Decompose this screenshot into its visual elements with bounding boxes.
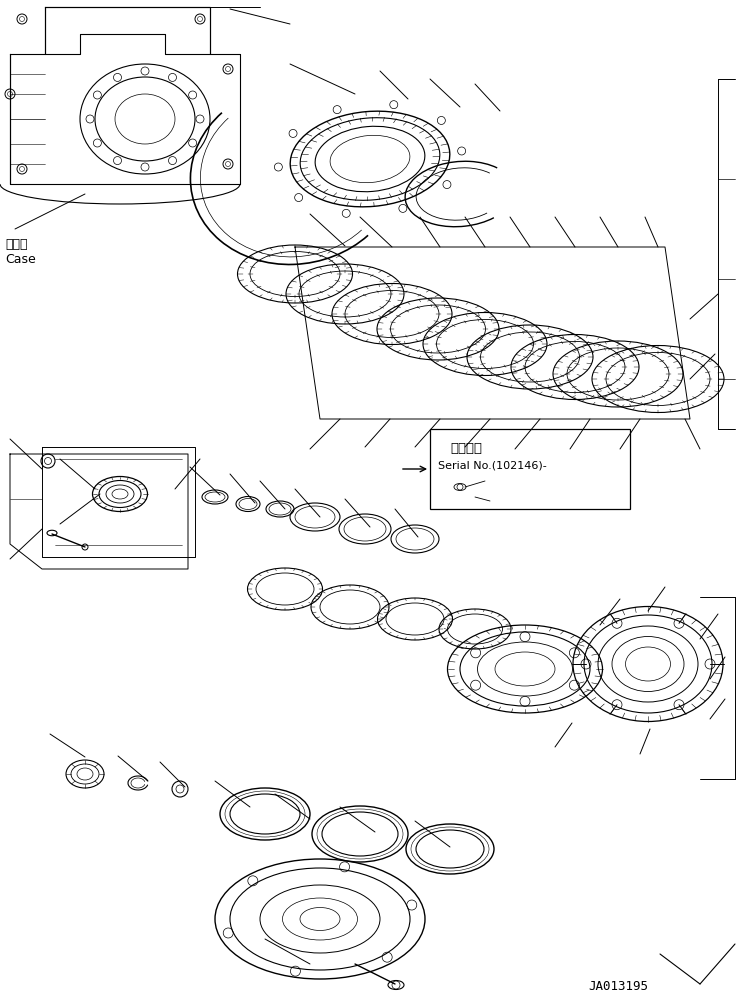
Text: 適用号機: 適用号機	[450, 441, 482, 454]
Bar	[430, 429, 630, 510]
Text: ケース: ケース	[5, 238, 27, 251]
Text: JA013195: JA013195	[588, 979, 648, 992]
Text: Case: Case	[5, 253, 35, 266]
Text: Serial No.(102146)-: Serial No.(102146)-	[438, 459, 547, 469]
